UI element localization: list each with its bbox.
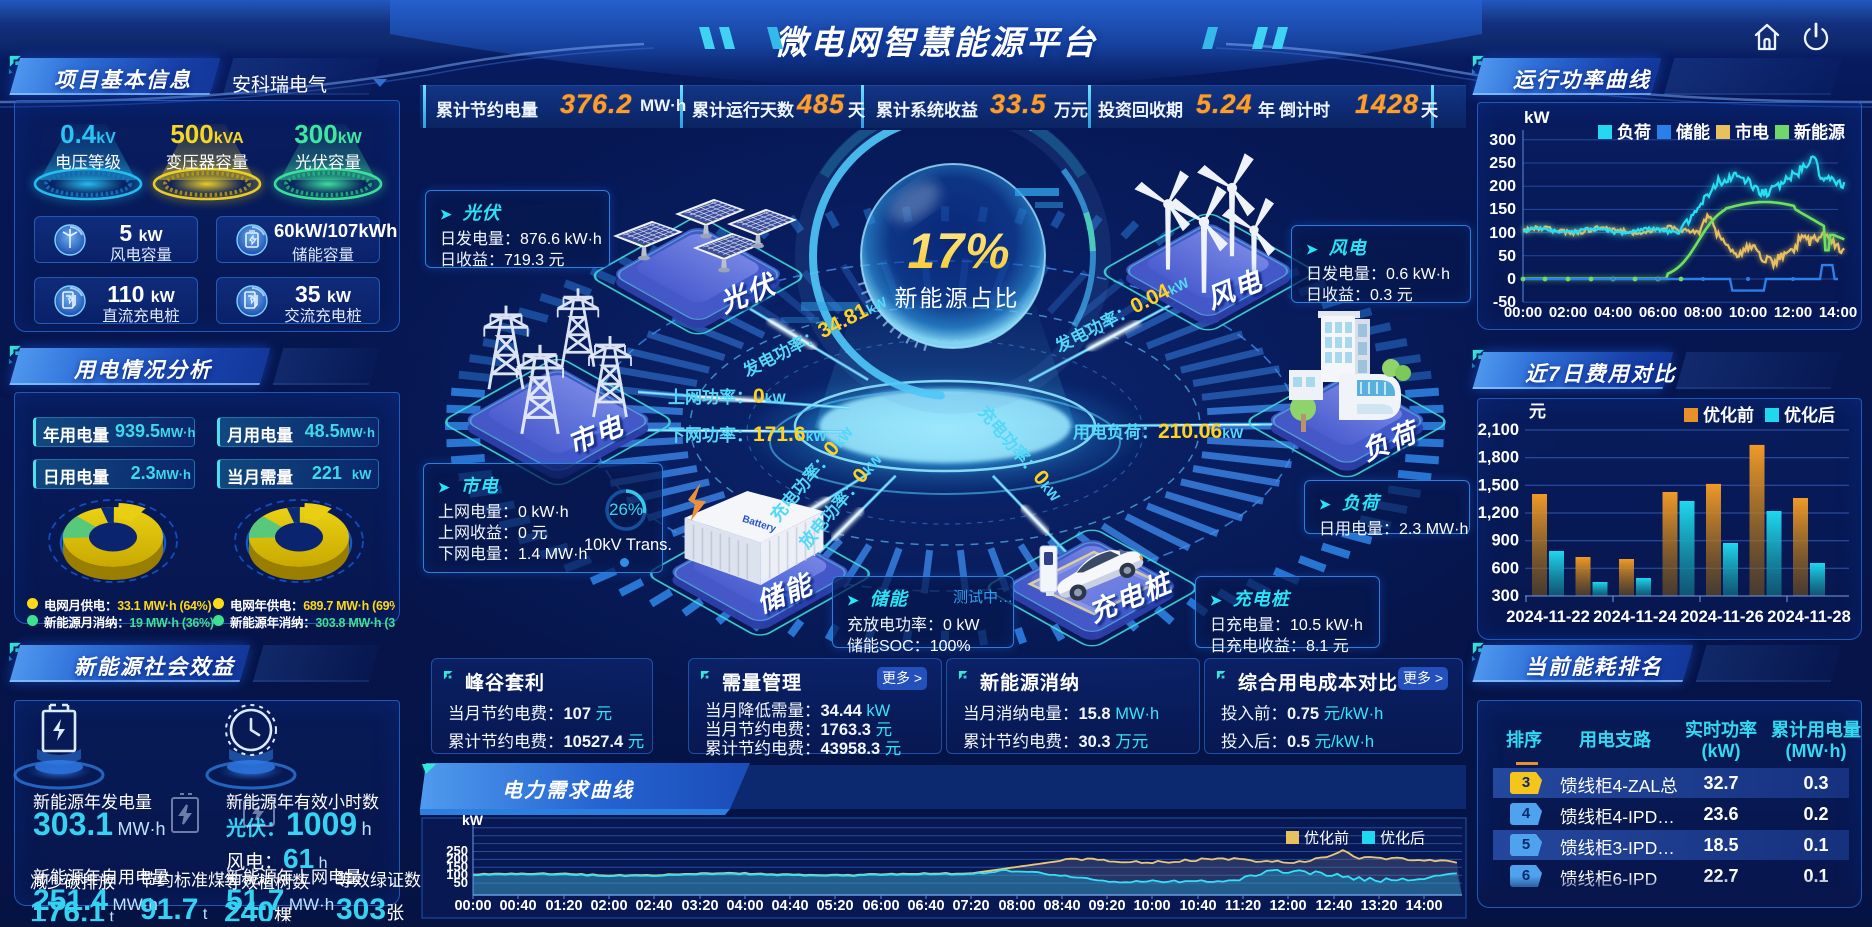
svg-text:12:00: 12:00 — [1269, 898, 1306, 914]
svg-text:06:00: 06:00 — [862, 898, 899, 914]
svg-text:-50: -50 — [1493, 294, 1516, 311]
svg-text:13:20: 13:20 — [1360, 898, 1397, 914]
svg-text:600: 600 — [1491, 559, 1519, 577]
svg-text:06:00: 06:00 — [1639, 304, 1677, 321]
svg-text:元: 元 — [1529, 402, 1546, 421]
svg-text:优化后: 优化后 — [1380, 830, 1425, 847]
svg-text:14:00: 14:00 — [1405, 898, 1442, 914]
svg-text:100: 100 — [446, 867, 468, 882]
svg-text:优化前: 优化前 — [1703, 405, 1754, 425]
svg-text:200: 200 — [446, 851, 468, 866]
svg-text:2024-11-28: 2024-11-28 — [1767, 608, 1851, 626]
svg-text:300: 300 — [1489, 132, 1516, 149]
svg-text:1,800: 1,800 — [1478, 449, 1519, 467]
svg-text:02:00: 02:00 — [590, 898, 627, 914]
svg-text:17%: 17% — [907, 223, 1010, 279]
svg-text:09:20: 09:20 — [1088, 898, 1125, 914]
svg-text:02:00: 02:00 — [1549, 304, 1587, 321]
svg-text:150: 150 — [446, 859, 468, 874]
svg-text:kW: kW — [1524, 108, 1550, 127]
svg-text:市电: 市电 — [1735, 122, 1769, 142]
svg-text:10:00: 10:00 — [1729, 304, 1767, 321]
svg-text:08:40: 08:40 — [1043, 898, 1080, 914]
svg-text:900: 900 — [1491, 532, 1519, 550]
svg-text:300: 300 — [1491, 587, 1519, 605]
svg-text:200: 200 — [1489, 178, 1516, 195]
svg-text:00:00: 00:00 — [454, 898, 491, 914]
svg-text:12:40: 12:40 — [1315, 898, 1352, 914]
svg-text:优化前: 优化前 — [1304, 830, 1349, 847]
svg-text:kW: kW — [462, 812, 484, 828]
svg-text:2024-11-26: 2024-11-26 — [1680, 608, 1764, 626]
svg-text:新能源占比: 新能源占比 — [895, 285, 1020, 311]
svg-text:00:40: 00:40 — [499, 898, 536, 914]
svg-text:250: 250 — [1489, 155, 1516, 172]
svg-text:03:20: 03:20 — [681, 898, 718, 914]
svg-text:50: 50 — [454, 875, 468, 890]
svg-text:100: 100 — [1489, 225, 1516, 242]
svg-text:10:00: 10:00 — [1133, 898, 1170, 914]
svg-text:11:20: 11:20 — [1225, 898, 1261, 914]
svg-text:06:40: 06:40 — [907, 898, 944, 914]
svg-text:00:00: 00:00 — [1504, 304, 1542, 321]
svg-text:负荷: 负荷 — [1617, 122, 1651, 142]
svg-text:12:00: 12:00 — [1774, 304, 1812, 321]
svg-text:08:00: 08:00 — [998, 898, 1035, 914]
svg-text:50: 50 — [1498, 248, 1516, 265]
svg-text:04:00: 04:00 — [726, 898, 763, 914]
svg-text:新能源: 新能源 — [1794, 122, 1845, 142]
svg-text:02:40: 02:40 — [635, 898, 672, 914]
svg-text:01:20: 01:20 — [545, 898, 582, 914]
svg-text:1,200: 1,200 — [1478, 504, 1519, 522]
svg-text:0: 0 — [1507, 271, 1516, 288]
svg-text:14:00: 14:00 — [1819, 304, 1857, 321]
svg-text:2024-11-24: 2024-11-24 — [1593, 608, 1677, 626]
svg-text:04:00: 04:00 — [1594, 304, 1632, 321]
svg-text:储能: 储能 — [1676, 122, 1710, 142]
svg-text:04:40: 04:40 — [771, 898, 808, 914]
svg-text:08:00: 08:00 — [1684, 304, 1722, 321]
svg-text:2024-11-22: 2024-11-22 — [1506, 608, 1590, 626]
svg-text:2,100: 2,100 — [1478, 421, 1519, 439]
svg-text:优化后: 优化后 — [1784, 405, 1835, 425]
svg-text:05:20: 05:20 — [816, 898, 853, 914]
svg-text:150: 150 — [1489, 201, 1516, 218]
svg-text:10:40: 10:40 — [1179, 898, 1216, 914]
svg-text:1,500: 1,500 — [1478, 476, 1519, 494]
svg-text:07:20: 07:20 — [952, 898, 989, 914]
svg-text:250: 250 — [446, 843, 468, 858]
